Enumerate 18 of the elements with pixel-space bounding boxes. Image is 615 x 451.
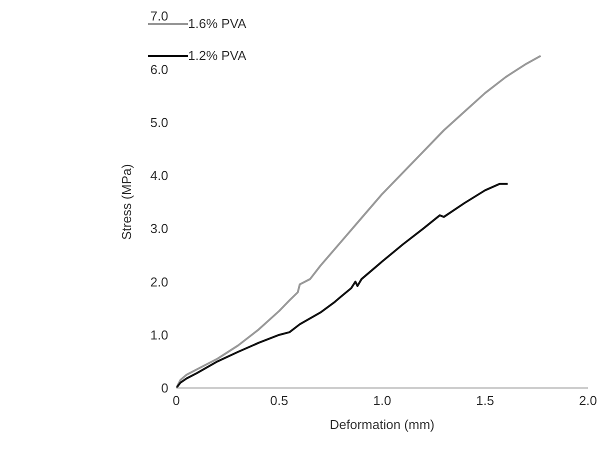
y-tick-label: 6.0 bbox=[150, 62, 168, 77]
legend-label: 1.6% PVA bbox=[188, 15, 246, 33]
x-tick-label: 2.0 bbox=[578, 393, 598, 408]
y-axis-title: Stress (MPa) bbox=[118, 164, 134, 240]
y-tick-label: 7.0 bbox=[150, 8, 168, 24]
x-axis-title: Deformation (mm) bbox=[330, 417, 435, 432]
line-series bbox=[176, 182, 509, 388]
x-tick-label: 0.5 bbox=[270, 393, 288, 408]
y-tick-label: 0 bbox=[161, 380, 168, 396]
y-tick-label: 4.0 bbox=[150, 168, 168, 184]
legend-label: 1.2% PVA bbox=[188, 47, 246, 65]
y-tick-label: 3.0 bbox=[150, 221, 168, 236]
y-tick-label: 1.0 bbox=[150, 327, 168, 342]
x-tick-label: 1.0 bbox=[373, 393, 392, 408]
y-tick-label: 2.0 bbox=[150, 274, 168, 290]
x-tick-label: 1.5 bbox=[476, 393, 494, 408]
x-tick-label: 0 bbox=[172, 393, 180, 408]
y-tick-label: 5.0 bbox=[150, 114, 168, 130]
